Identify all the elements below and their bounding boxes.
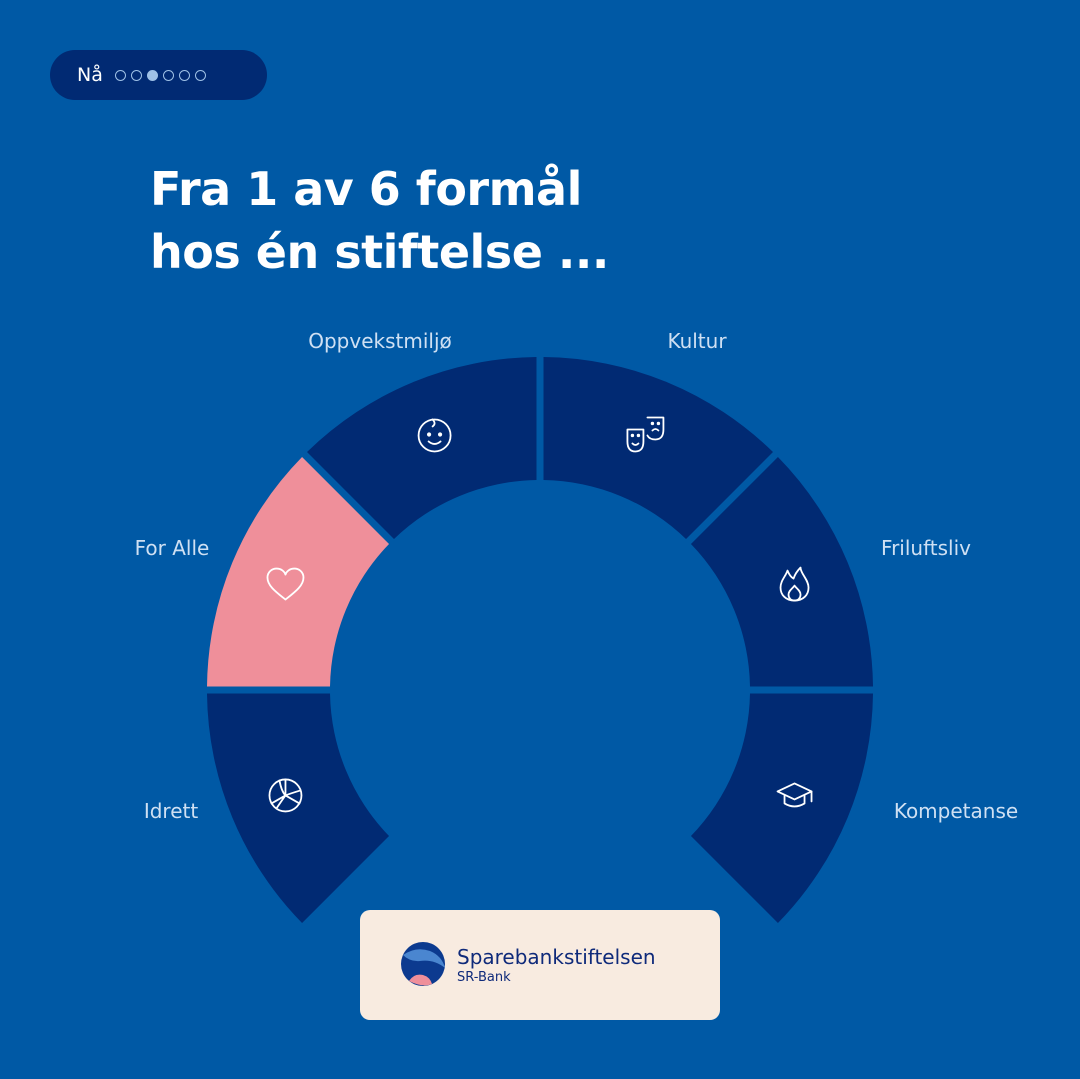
- segment-friluftsliv: [690, 457, 873, 687]
- progress-pill: Nå: [50, 50, 267, 100]
- theater-masks-icon: [626, 416, 665, 453]
- progress-dot: [178, 69, 190, 81]
- segment-label: Idrett: [144, 799, 199, 823]
- title-line-1: Fra 1 av 6 formål: [150, 162, 582, 216]
- logo-card: Sparebankstiftelsen SR-Bank: [360, 910, 720, 1020]
- segment-oppvekstmilj-: [307, 357, 537, 540]
- pill-label: Nå: [77, 64, 103, 86]
- segment-label: For Alle: [135, 536, 210, 560]
- segment-label: Kultur: [667, 329, 727, 353]
- title-line-2: hos én stiftelse ...: [150, 225, 609, 279]
- segment-label: Kompetanse: [894, 799, 1018, 823]
- segment-for-alle: [207, 457, 390, 687]
- segment-idrett: [207, 693, 390, 923]
- progress-dot: [194, 69, 206, 81]
- progress-dot: [130, 69, 142, 81]
- progress-dot: [162, 69, 174, 81]
- logo-sub: SR-Bank: [457, 970, 511, 985]
- progress-dot-active: [146, 69, 158, 81]
- volleyball-icon: [268, 778, 303, 813]
- segment-label: Oppvekstmiljø: [308, 329, 452, 353]
- heart-icon: [266, 567, 305, 601]
- sparebank-logo-icon: [401, 942, 445, 986]
- graduation-cap-icon: [776, 782, 813, 808]
- progress-dot: [114, 69, 126, 81]
- segment-kompetanse: [690, 693, 873, 923]
- logo-name: Sparebankstiftelsen: [457, 945, 656, 969]
- segment-label: Friluftsliv: [881, 536, 971, 560]
- progress-dots: [114, 69, 206, 81]
- page-title: Fra 1 av 6 formål hos én stiftelse ...: [150, 158, 609, 284]
- segment-kultur: [543, 357, 773, 540]
- flame-icon: [779, 566, 810, 602]
- baby-face-icon: [417, 418, 452, 453]
